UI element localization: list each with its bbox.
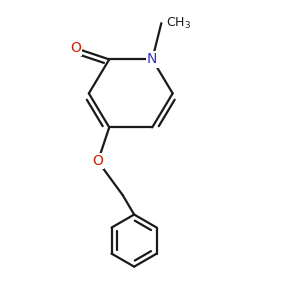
Text: O: O xyxy=(70,41,81,55)
Text: CH$_3$: CH$_3$ xyxy=(166,16,191,31)
Text: N: N xyxy=(147,52,158,66)
Text: O: O xyxy=(92,154,103,168)
